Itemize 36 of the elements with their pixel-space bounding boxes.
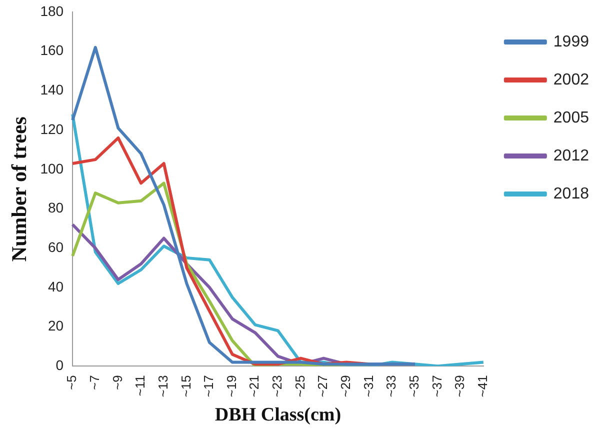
- legend-label: 2002: [553, 71, 590, 88]
- y-axis-title: Number of trees: [7, 116, 32, 262]
- y-tick-label: 40: [48, 278, 64, 294]
- y-tick-label: 100: [40, 160, 64, 176]
- x-tick-label: ~31: [360, 375, 376, 398]
- y-tick-label: 20: [48, 318, 64, 334]
- x-tick-label: ~17: [201, 375, 216, 398]
- x-tick-label: ~27: [315, 375, 330, 398]
- x-tick-label: ~11: [132, 375, 148, 396]
- x-tick-label: ~5: [64, 375, 80, 390]
- legend-label: 2012: [553, 147, 590, 164]
- x-tick-label: ~9: [110, 375, 125, 390]
- y-tick-label: 140: [40, 82, 64, 98]
- x-tick-label: ~39: [452, 375, 468, 398]
- y-tick-label: 60: [48, 238, 64, 255]
- x-tick-label: ~41: [474, 375, 490, 398]
- x-tick-label: ~29: [338, 375, 354, 398]
- x-tick-label: ~13: [155, 375, 170, 398]
- x-tick-label: ~21: [246, 375, 262, 398]
- x-tick-label: ~7: [86, 375, 102, 390]
- x-tick-label: ~15: [178, 375, 194, 398]
- x-tick-label: ~19: [224, 375, 239, 398]
- y-tick-label: 0: [56, 357, 64, 374]
- x-tick-label: ~33: [384, 375, 399, 398]
- x-axis-title: DBH Class(cm): [214, 404, 342, 426]
- x-tick-label: ~37: [429, 375, 444, 398]
- y-tick-label: 120: [40, 120, 64, 137]
- x-tick-label: ~25: [292, 375, 308, 398]
- legend-label: 2005: [553, 109, 590, 126]
- legend-label: 1999: [553, 33, 590, 50]
- x-tick-label: ~35: [406, 375, 422, 398]
- y-tick-label: 80: [48, 200, 64, 216]
- y-tick-label: 180: [40, 2, 64, 19]
- y-tick-label: 160: [40, 42, 64, 58]
- x-tick-label: ~23: [270, 375, 285, 398]
- legend-label: 2018: [553, 185, 590, 202]
